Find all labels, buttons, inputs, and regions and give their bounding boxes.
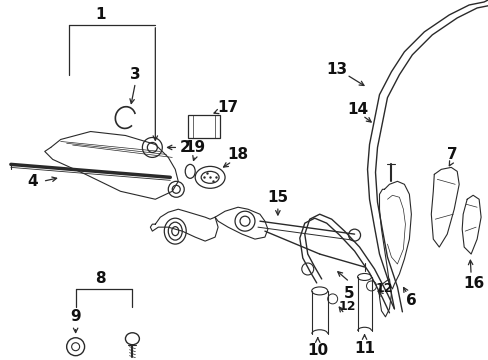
Text: 1: 1 [95, 8, 105, 22]
Text: 7: 7 [446, 147, 457, 162]
Text: 19: 19 [184, 140, 205, 155]
Text: 9: 9 [70, 309, 81, 324]
Text: 12: 12 [375, 283, 392, 296]
Text: 6: 6 [405, 293, 416, 309]
Text: 16: 16 [463, 276, 484, 292]
Text: 14: 14 [346, 102, 367, 117]
Text: 12: 12 [338, 300, 356, 313]
Text: 13: 13 [325, 62, 346, 77]
Text: 17: 17 [217, 100, 238, 115]
Text: 18: 18 [227, 147, 248, 162]
Text: 11: 11 [353, 341, 374, 356]
Text: 10: 10 [306, 343, 327, 358]
Text: 15: 15 [267, 190, 288, 205]
Text: 8: 8 [95, 271, 105, 287]
Text: 3: 3 [130, 67, 141, 82]
Text: 2: 2 [180, 140, 190, 155]
Text: 5: 5 [344, 287, 354, 301]
Bar [188, 114, 220, 139]
Text: 4: 4 [27, 174, 38, 189]
